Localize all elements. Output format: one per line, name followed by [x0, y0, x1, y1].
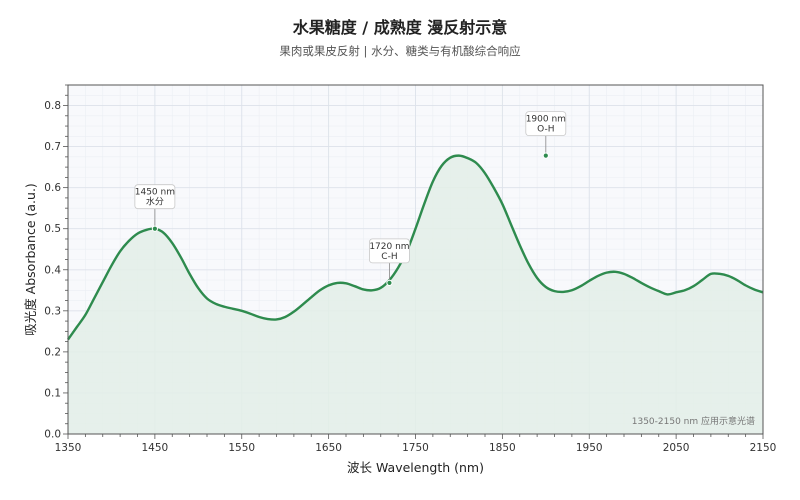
peak-marker — [151, 225, 158, 232]
x-axis: 1350 1450 1550 1650 1750 1850 1950 2050 2150 — [55, 434, 777, 454]
x-tick-label: 1350 — [55, 442, 82, 454]
y-tick-label: 0.8 — [44, 100, 61, 112]
annotation-assignment: O-H — [537, 125, 554, 135]
chart-subtitle: 果肉或果皮反射 | 水分、糖类与有机酸综合响应 — [279, 44, 521, 58]
x-tick-label: 2150 — [750, 442, 777, 454]
x-tick-label: 1650 — [315, 442, 342, 454]
y-tick-label: 0.2 — [44, 346, 61, 358]
y-tick-label: 0.3 — [44, 305, 61, 317]
x-tick-label: 1450 — [142, 442, 169, 454]
y-tick-label: 0.1 — [44, 387, 61, 399]
x-tick-label: 1950 — [576, 442, 603, 454]
peak-annotation: 1720 nmC-H — [369, 238, 410, 287]
x-tick-label: 1850 — [489, 442, 516, 454]
y-axis: 0.0 0.1 0.2 0.3 0.4 0.5 0.6 0.7 0.8 — [44, 84, 68, 441]
annotation-assignment: C-H — [381, 252, 397, 262]
annotation-wavelength: 1720 nm — [369, 242, 409, 252]
peak-marker — [542, 152, 549, 159]
y-tick-label: 0.0 — [44, 429, 61, 441]
y-tick-label: 0.4 — [44, 264, 61, 276]
annotation-assignment: 水分 — [146, 196, 164, 208]
absorbance-area — [68, 155, 763, 434]
x-axis-title: 波长 Wavelength (nm) — [347, 460, 484, 475]
y-tick-label: 0.6 — [44, 182, 61, 194]
y-tick-label: 0.7 — [44, 141, 61, 153]
y-axis-title: 吸光度 Absorbance (a.u.) — [23, 183, 38, 336]
chart-title: 水果糖度 / 成熟度 漫反射示意 — [292, 18, 508, 37]
peak-marker — [386, 279, 393, 287]
x-tick-label: 1550 — [228, 442, 255, 454]
x-tick-label: 1750 — [402, 442, 429, 454]
peak-annotation: 1900 nmO-H — [525, 111, 567, 159]
y-tick-label: 0.5 — [44, 223, 61, 235]
x-tick-label: 2050 — [663, 442, 690, 454]
range-note: 1350-2150 nm 应用示意光谱 — [632, 415, 755, 427]
absorbance-line — [67, 154, 764, 341]
annotation-wavelength: 1450 nm — [135, 188, 175, 198]
annotation-wavelength: 1900 nm — [526, 115, 566, 125]
